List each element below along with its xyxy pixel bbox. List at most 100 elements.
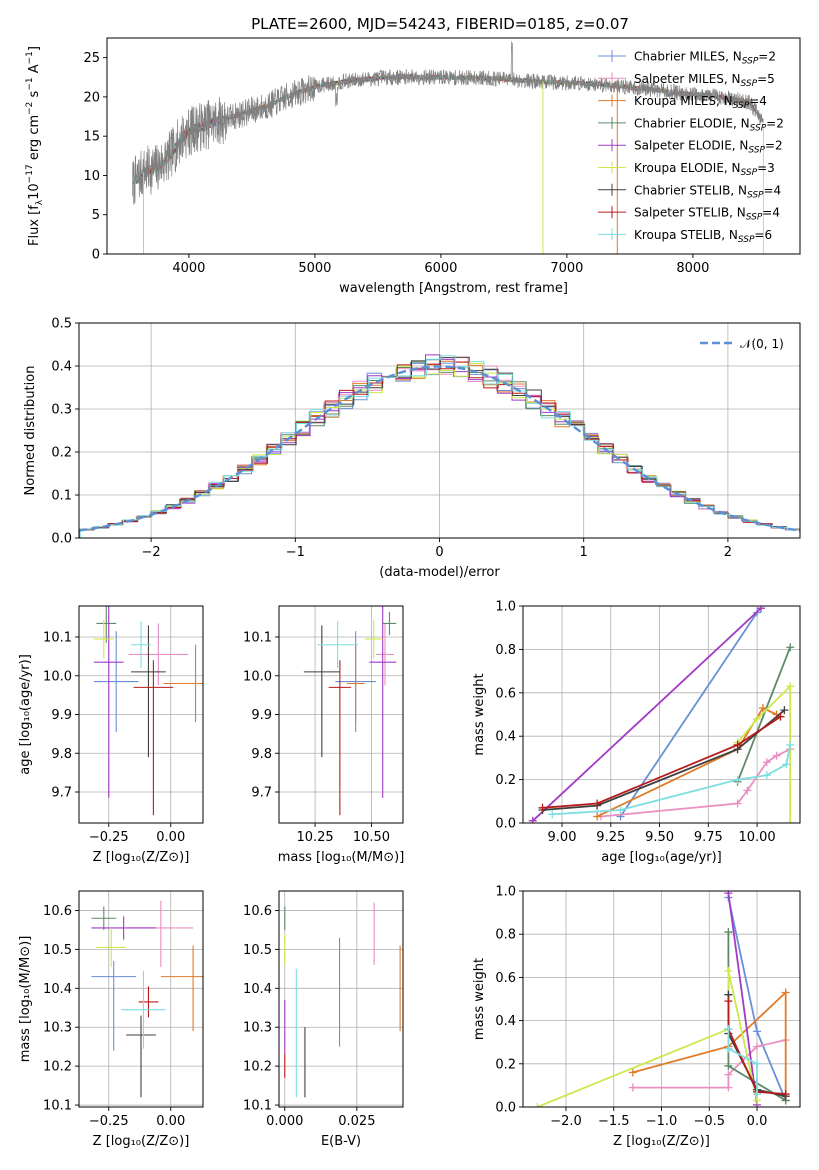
age_vs_mass-axes: 10.25 10.50 9.7 9.8 9.9 10.0 10.1 mass [log₁₀(M… [243, 606, 405, 865]
y-axis-label-part: A [27, 64, 42, 77]
legend-label-salpeter_miles: Salpeter MILES, NSSP=5 [634, 72, 775, 89]
x-axis-label: Z [log₁₀(Z/Z⊙)] [93, 1134, 190, 1149]
y-tick-label: 10.3 [243, 1021, 272, 1036]
x-tick-label: 0 [435, 545, 443, 560]
series-marker-kroupa_stelib [724, 1044, 733, 1053]
y-tick-label: 0.8 [495, 643, 516, 658]
series-marker-kroupa_stelib [782, 760, 791, 769]
y-axis-label-part: −17 [25, 164, 35, 183]
weight_vs_Z-axes: −2.0 −1.5 −1.0 −0.5 0.0 0.0 0.2 0.4 0.6 0.8 1.0 Z [… [472, 885, 800, 1149]
series-line-chabrier_elodie [736, 646, 792, 783]
age_vs_mass-frame [278, 605, 404, 824]
y-tick-label: 9.8 [51, 747, 72, 762]
weight_vs_age-frame [522, 605, 801, 824]
y-axis-label-part: −1 [25, 51, 35, 64]
y-tick-label: 9.8 [251, 747, 272, 762]
x-axis-label: mass [log₁₀(M/M⊙)] [278, 850, 405, 865]
age_vs_Z-axes: −0.25 0.00 9.7 9.8 9.9 10.0 10.1 Z [log₁₀(Z/Z⊙)… [18, 606, 203, 865]
y-tick-label: 1.0 [495, 600, 516, 615]
panels: 4000 5000 6000 7000 80000510152025wavelength… [18, 37, 801, 1149]
series-marker-kroupa_elodie [786, 682, 795, 691]
y-axis-label-part: 10 [27, 183, 42, 200]
legend-label-sub: SSP [750, 123, 767, 133]
legend-label-tail: =6 [754, 228, 772, 242]
series-marker-chabrier_miles [753, 1027, 762, 1036]
y-tick-label: 15 [83, 130, 100, 145]
series-line-salpeter_stelib [542, 715, 781, 809]
x-tick-label: −1.0 [646, 1114, 678, 1129]
x-tick-label: 0.00 [156, 830, 185, 845]
x-tick-label: −0.25 [89, 830, 129, 845]
y-tick-label: 0.0 [495, 1101, 516, 1116]
mass_vs_EBV-plot-area [284, 902, 401, 1098]
y-tick-label: 9.7 [251, 786, 272, 801]
series-marker-kroupa_stelib [762, 771, 771, 780]
series-marker-salpeter_miles [772, 751, 781, 760]
mass_vs_Z-frame [78, 890, 204, 1108]
x-tick-label: −1 [286, 545, 305, 560]
series-marker-salpeter_stelib [538, 803, 547, 812]
legend-label-main: Kroupa MILES, N [634, 94, 733, 108]
series-marker-salpeter_stelib [593, 799, 602, 808]
y-tick-label: 0.2 [495, 1057, 516, 1072]
legend-label-main: Chabrier ELODIE, N [634, 116, 750, 130]
series-marker-kroupa_stelib [724, 1025, 733, 1034]
legend-label-main: Salpeter ELODIE, N [634, 139, 748, 153]
spectrum-frame [106, 37, 801, 255]
series-marker-kroupa_miles [781, 988, 790, 997]
x-tick-label: −1.5 [598, 1114, 630, 1129]
legend-label-sub: SSP [748, 146, 765, 156]
y-axis-label-part: −1 [25, 77, 35, 90]
x-axis-label: wavelength [Angstrom, rest frame] [339, 281, 568, 296]
y-tick-label: 10.4 [43, 982, 72, 997]
legend-label-kroupa_miles: Kroupa MILES, NSSP=4 [634, 94, 767, 111]
y-tick-label: 5 [92, 208, 100, 223]
series-marker-salpeter_miles [762, 758, 771, 767]
y-tick-label: 0.1 [51, 489, 72, 504]
y-axis-label-part: Flux [f [27, 205, 42, 246]
y-tick-label: 20 [83, 90, 100, 105]
y-tick-label: 10.4 [243, 982, 272, 997]
y-tick-label: 10.0 [243, 669, 272, 684]
observed-spectrum [132, 41, 764, 205]
legend-label-sub: SSP [741, 79, 758, 89]
mass_vs_Z-axes: −0.25 0.00 10.1 10.2 10.3 10.4 10.5 10.6 Z [log₁… [18, 891, 203, 1149]
series-marker-salpeter_miles [628, 1083, 637, 1092]
y-tick-label: 0.5 [51, 317, 72, 332]
series-marker-salpeter_stelib [776, 712, 785, 721]
y-axis-label: mass [log₁₀(M/M⊙)] [18, 936, 33, 1063]
y-tick-label: 0.6 [495, 686, 516, 701]
series-marker-salpeter_elodie [528, 816, 537, 823]
legend-label-chabrier_miles: Chabrier MILES, NSSP=2 [634, 50, 776, 67]
legend-label-main: Salpeter MILES, N [634, 72, 741, 86]
series-marker-salpeter_miles [733, 799, 742, 808]
series-marker-salpeter_elodie [724, 891, 733, 898]
series-marker-salpeter_elodie [756, 606, 765, 613]
mass_vs_EBV-axes: 0.000 0.025 10.1 10.2 10.3 10.4 10.5 10.6 E(B-V) [243, 891, 403, 1149]
y-tick-label: 10.1 [43, 1099, 72, 1114]
weight_vs_age-axes: 9.00 9.25 9.50 9.75 10.00 0.0 0.2 0.4 0.6 0.8 1.0 a… [472, 600, 800, 865]
series-marker-chabrier_elodie [786, 643, 795, 652]
legend-label-sub: SSP [733, 101, 750, 111]
y-tick-label: 0.0 [51, 532, 72, 547]
legend-label-tail: =4 [764, 183, 782, 197]
y-tick-label: 0.4 [51, 360, 72, 375]
x-axis-label: E(B-V) [321, 1134, 361, 1149]
x-tick-label: 9.00 [548, 830, 577, 845]
y-tick-label: 0.2 [51, 446, 72, 461]
legend-label-main: Chabrier MILES, N [634, 50, 742, 64]
legend-label-tail: =2 [765, 139, 783, 153]
legend-label-sub: SSP [746, 213, 763, 223]
y-tick-label: 10.6 [243, 904, 272, 919]
legend-label-chabrier_stelib: Chabrier STELIB, NSSP=4 [634, 183, 781, 200]
x-tick-label: 9.50 [645, 830, 674, 845]
series-marker-kroupa_elodie [753, 714, 762, 723]
x-tick-label: 10.50 [353, 830, 390, 845]
y-tick-label: 9.9 [51, 708, 72, 723]
series-marker-salpeter_miles [743, 786, 752, 795]
y-tick-label: 25 [83, 51, 100, 66]
series-marker-kroupa_miles [628, 1068, 637, 1077]
